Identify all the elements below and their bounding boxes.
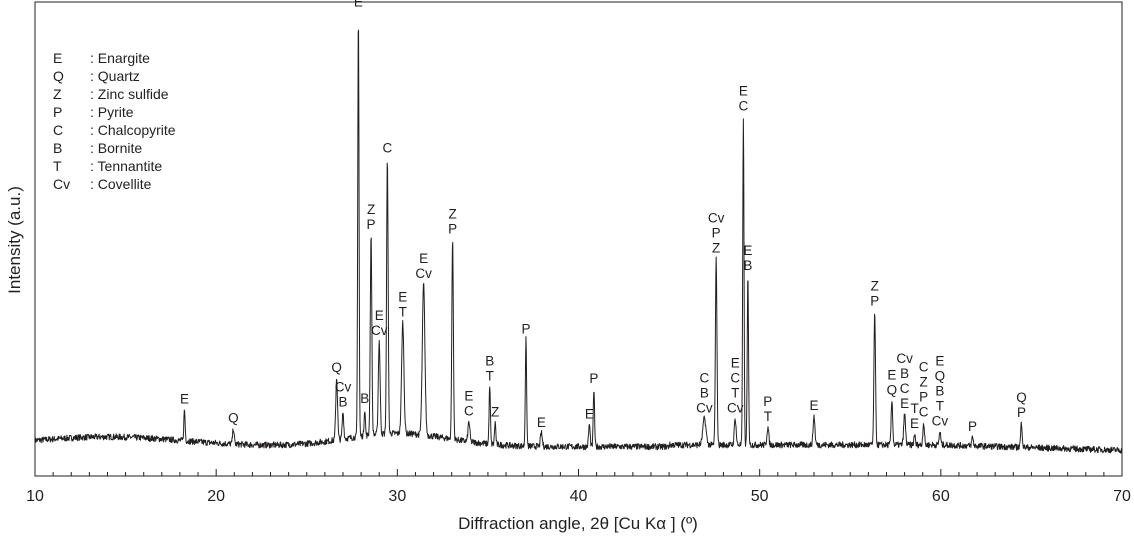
peak-label: E <box>910 416 919 431</box>
peak-label: Cv <box>415 266 432 281</box>
peak-label: T <box>910 401 918 416</box>
legend-code: Q <box>53 68 64 84</box>
peak-label: C <box>919 405 929 420</box>
legend: E : Enargite Q : Quartz Z : Zinc sulfide P : Py… <box>53 50 176 192</box>
legend-code: Cv <box>53 176 70 192</box>
peak-label: B <box>935 384 944 399</box>
peak-label: T <box>399 304 407 319</box>
peak-label: Z <box>919 375 927 390</box>
peak-label: Q <box>228 410 239 425</box>
peak-label: E <box>935 354 944 369</box>
peak-label: P <box>870 294 879 309</box>
legend-code: B <box>53 140 62 156</box>
peak-label: Z <box>712 240 720 255</box>
legend-code: P <box>53 104 62 120</box>
x-axis-title: Diffraction angle, 2θ [Cu Kα ] (º) <box>458 514 698 533</box>
peak-label: P <box>968 419 977 434</box>
peak-label: Cv <box>696 400 713 415</box>
legend-entry-name: : Quartz <box>90 68 140 84</box>
peak-label: P <box>763 394 772 409</box>
legend-entry-name: : Zinc sulfide <box>90 86 169 102</box>
peak-label: E <box>900 396 909 411</box>
legend-code: T <box>53 158 62 174</box>
x-tick-label: 70 <box>1113 488 1131 505</box>
peak-label: E <box>375 308 384 323</box>
legend-entry-name: : Bornite <box>90 140 142 156</box>
legend-entry-name: : Pyrite <box>90 104 134 120</box>
peak-label: E <box>887 367 896 382</box>
peak-label: B <box>360 391 369 406</box>
peak-label: P <box>1017 405 1026 420</box>
peak-label: P <box>521 322 530 337</box>
peak-label: Z <box>871 279 879 294</box>
peak-label: P <box>919 390 928 405</box>
peak-label: C <box>464 404 474 419</box>
peak-label: B <box>338 394 347 409</box>
peak-label: C <box>738 98 748 113</box>
peak-label: T <box>731 385 739 400</box>
x-axis-ticks: 10 20 30 40 50 60 70 <box>26 469 1131 505</box>
peak-label: Q <box>935 369 946 384</box>
peak-label: B <box>700 385 709 400</box>
peak-label: E <box>180 392 189 407</box>
peak-label: Q <box>1016 390 1027 405</box>
peak-label: Q <box>331 360 342 375</box>
diffraction-pattern-line <box>34 29 1123 454</box>
legend-code: C <box>53 122 63 138</box>
peak-label: C <box>730 370 740 385</box>
legend-entry-name: : Covellite <box>90 176 152 192</box>
peak-label: C <box>900 381 910 396</box>
peak-label: Z <box>491 404 499 419</box>
peak-label: E <box>354 0 363 10</box>
peak-label: C <box>382 140 392 155</box>
peak-label: E <box>464 389 473 404</box>
x-tick-label: 10 <box>26 488 44 505</box>
peak-label: Cv <box>371 323 388 338</box>
peak-label: P <box>589 371 598 386</box>
peak-label: B <box>900 366 909 381</box>
peak-label: Cv <box>727 400 744 415</box>
peak-label: T <box>936 399 944 414</box>
peak-label: B <box>743 258 752 273</box>
legend-entry-name: : Tennantite <box>90 158 162 174</box>
peak-label: Q <box>887 382 898 397</box>
peak-label: E <box>419 251 428 266</box>
legend-entry-name: : Enargite <box>90 50 150 66</box>
peak-label: T <box>764 409 772 424</box>
peak-label: P <box>712 225 721 240</box>
peak-label: C <box>700 370 710 385</box>
x-tick-label: 50 <box>751 488 769 505</box>
legend-code: E <box>53 50 62 66</box>
peak-label: Z <box>367 202 375 217</box>
peak-label: P <box>367 217 376 232</box>
peak-label: Z <box>448 206 456 221</box>
peak-label: E <box>739 83 748 98</box>
peak-label: B <box>485 353 494 368</box>
peak-label: E <box>398 289 407 304</box>
x-tick-label: 20 <box>207 488 225 505</box>
peak-label: Cv <box>335 379 352 394</box>
x-tick-label: 40 <box>570 488 588 505</box>
peak-label: Cv <box>932 414 949 429</box>
legend-code: Z <box>53 86 62 102</box>
peak-label: E <box>810 398 819 413</box>
peak-label: E <box>743 243 752 258</box>
peak-label: T <box>486 368 494 383</box>
peak-label: E <box>585 406 594 421</box>
plot-frame <box>34 1 1123 477</box>
peak-label: E <box>731 355 740 370</box>
peak-label: E <box>537 415 546 430</box>
peak-label: Cv <box>708 210 725 225</box>
legend-entry-name: : Chalcopyrite <box>90 122 176 138</box>
y-axis-title: Intensity (a.u.) <box>5 186 24 294</box>
x-tick-label: 60 <box>932 488 950 505</box>
x-tick-label: 30 <box>388 488 406 505</box>
peak-label: Cv <box>896 351 913 366</box>
peak-label: P <box>448 221 457 236</box>
peak-label: C <box>919 360 929 375</box>
